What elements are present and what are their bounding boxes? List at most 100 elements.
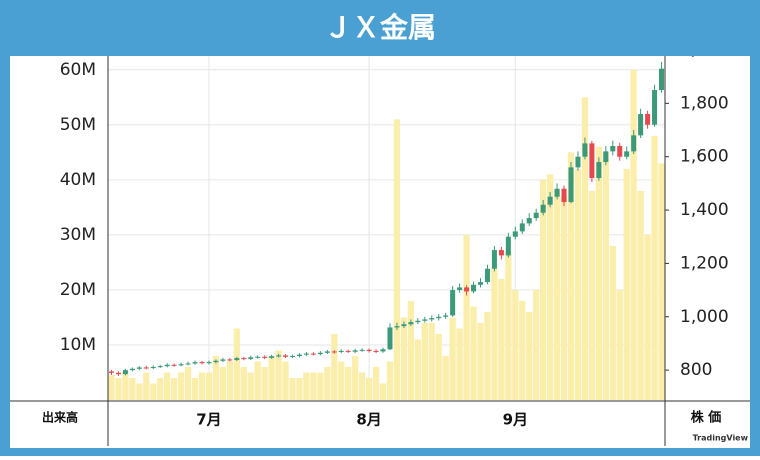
candle-body <box>373 350 379 352</box>
candle-body <box>415 320 421 323</box>
y2-tick-label: 1,600 <box>680 147 729 167</box>
volume-bar <box>616 289 623 400</box>
plot: 10M 20M 30M 40M 50M 60M 800 1,000 1,200 1,400 1,60… <box>60 40 729 429</box>
volume-bar <box>658 163 665 400</box>
y2-tick-label: 1,200 <box>680 253 729 273</box>
candle-body <box>512 231 518 237</box>
volume-bar <box>177 372 185 400</box>
candle-body <box>568 167 574 203</box>
volume-label: 出来高 <box>42 410 78 425</box>
candle-body <box>631 135 637 152</box>
candle-body <box>331 351 337 353</box>
volume-bar <box>261 366 268 400</box>
volume-bar <box>623 168 630 400</box>
candle-body <box>255 356 261 358</box>
volume-bar <box>372 366 380 400</box>
volume-bar <box>282 361 289 400</box>
candle-body <box>157 366 163 368</box>
candle-body <box>262 356 268 358</box>
candle-body <box>450 290 456 316</box>
candle-body <box>115 372 121 375</box>
candle-body <box>652 90 658 125</box>
candle-body <box>234 358 240 360</box>
candle-body <box>199 362 205 364</box>
volume-bar <box>560 196 568 400</box>
candle-body <box>359 349 365 351</box>
candle-body <box>554 188 560 197</box>
candle-body <box>192 362 198 364</box>
volume-bar <box>171 377 178 400</box>
candle-body <box>387 327 393 350</box>
volume-bar <box>164 372 171 400</box>
candle-body <box>457 287 463 291</box>
volume-bar <box>470 306 477 400</box>
candle-body <box>422 319 428 321</box>
candle-body <box>582 143 588 157</box>
volume-bar <box>477 322 484 400</box>
candle-body <box>491 250 497 269</box>
candle-body <box>436 316 442 319</box>
volume-bar <box>644 234 651 400</box>
candle-body <box>526 218 532 224</box>
volume-bar <box>519 300 526 400</box>
candle-body <box>171 364 177 366</box>
volume-bar <box>122 372 129 400</box>
volume-bar <box>191 377 199 400</box>
volume-bar <box>456 328 463 400</box>
volume-bar <box>115 377 122 400</box>
candle-body <box>310 353 316 355</box>
candle-body <box>241 358 247 360</box>
candle-body <box>269 356 275 358</box>
candle-body <box>610 146 616 152</box>
volume-bar <box>184 366 192 400</box>
watermark: TradingView <box>693 434 749 443</box>
volume-bar <box>574 168 582 400</box>
volume-bar <box>254 361 261 400</box>
volume-bar <box>400 317 408 400</box>
volume-bar <box>533 289 540 400</box>
volume-bar <box>512 289 519 400</box>
candle-body <box>471 284 477 292</box>
candle-body <box>533 212 539 219</box>
volume-bar <box>498 278 505 400</box>
volume-bar <box>289 377 296 400</box>
volume-bar <box>526 311 533 400</box>
candle-body <box>408 322 414 325</box>
volume-bar <box>651 135 658 400</box>
volume-bar <box>637 190 644 400</box>
candle-body <box>505 236 511 256</box>
candle-body <box>380 349 386 352</box>
volume-bar <box>463 234 470 400</box>
candle-body <box>575 156 581 168</box>
volume-bar <box>546 174 554 400</box>
candle-body <box>283 355 289 357</box>
y-tick-label: 10M <box>60 335 96 355</box>
candle-body <box>136 367 142 369</box>
candle-body <box>206 362 212 364</box>
volume-bar <box>219 366 227 400</box>
candle-body <box>519 223 525 232</box>
candle-body <box>345 350 351 352</box>
candle-body <box>248 357 254 359</box>
volume-bar <box>630 69 637 401</box>
volume-bar <box>268 355 275 400</box>
volume-bar <box>407 300 415 400</box>
y2-tick-label: 1,000 <box>680 307 729 327</box>
candle-body <box>401 324 407 327</box>
candle-body <box>638 114 644 136</box>
candle-body <box>645 114 651 125</box>
volume-bar <box>352 355 359 400</box>
volume-bar <box>386 361 394 400</box>
volume-bar <box>157 377 164 400</box>
volume-bar <box>421 322 428 400</box>
volume-bar <box>310 372 317 400</box>
candle-body <box>289 355 296 357</box>
candle-body <box>561 188 567 203</box>
volume-bar <box>581 97 589 401</box>
x-tick-label: 9月 <box>503 411 528 429</box>
volume-bar <box>338 361 345 400</box>
volume-bar <box>595 146 602 400</box>
y-tick-label: 50M <box>60 115 96 135</box>
candle-body <box>659 68 665 91</box>
